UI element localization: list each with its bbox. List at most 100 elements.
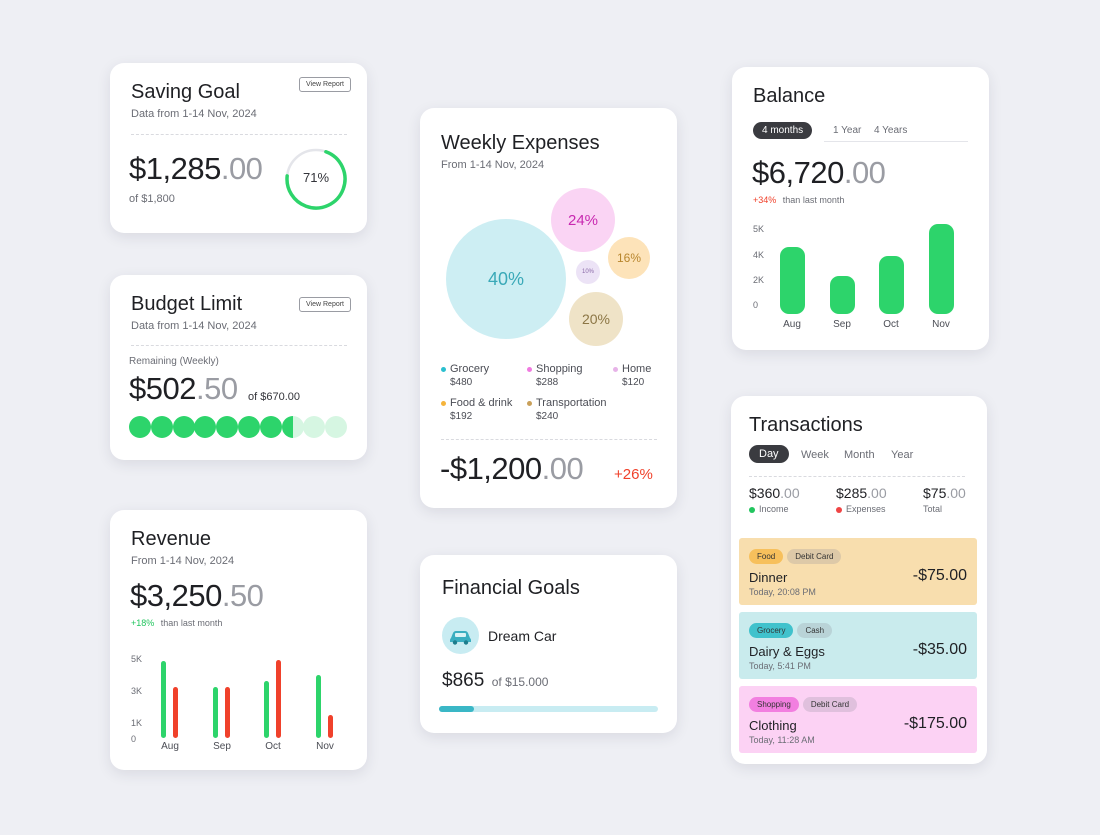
budget-dot [259, 416, 282, 438]
tab-week[interactable]: Week [801, 449, 829, 461]
balance-bar [879, 256, 904, 314]
expense-bubbles: 40% 24% 16% 10% 20% [420, 108, 677, 358]
tab-day[interactable]: Day [749, 445, 789, 463]
transaction-name: Clothing [749, 718, 797, 733]
balance-bar [830, 276, 855, 314]
goal-progress-fill [439, 706, 474, 712]
legend-dot [527, 366, 532, 372]
payment-tag: Debit Card [802, 697, 858, 712]
budget-progress-dots [129, 416, 349, 440]
legend-item: Home $120 [613, 363, 651, 388]
status-dot [836, 506, 842, 513]
legend-name: Shopping [527, 363, 583, 375]
revenue-card: Revenue From 1-14 Nov, 2024 $3,250.50 +1… [110, 510, 367, 770]
legend-item: Transportation $240 [527, 397, 607, 422]
category-tag: Food [749, 549, 784, 564]
saving-goal-subtitle: Data from 1-14 Nov, 2024 [131, 108, 257, 120]
transaction-row[interactable]: Shopping Debit Card Clothing Today, 11:28 A… [739, 686, 977, 753]
budget-dot [325, 416, 348, 438]
transaction-amount: -$75.00 [912, 567, 967, 584]
budget-dot [303, 416, 326, 438]
expense-bubble: 10% [576, 260, 600, 284]
transaction-time: Today, 5:41 PM [749, 661, 811, 671]
revenue-bar-income [316, 675, 321, 738]
balance-bar [929, 224, 954, 314]
expense-legend: Grocery $480 Shopping $288 Home $120 Food & dr… [441, 363, 671, 428]
summary-amount: $285.00 [836, 485, 887, 501]
revenue-y-tick: 0 [131, 734, 137, 744]
tab-month[interactable]: Month [844, 449, 875, 461]
legend-value: $480 [450, 377, 473, 388]
transaction-amount: -$35.00 [912, 641, 967, 658]
expense-bubble-label: 16% [616, 251, 642, 265]
transaction-row[interactable]: Grocery Cash Dairy & Eggs Today, 5:41 PM -$3… [739, 612, 977, 679]
expense-bubble-label: 20% [581, 311, 611, 327]
summary-amount-dec: .00 [946, 485, 966, 501]
revenue-bar-income [161, 661, 166, 738]
summary-label: Total [923, 504, 966, 514]
transactions-title: Transactions [749, 414, 863, 436]
summary-amount-dec: .00 [780, 485, 800, 501]
tab-4-months[interactable]: 4 months [753, 122, 813, 139]
revenue-title: Revenue [131, 528, 212, 550]
transaction-tags: Shopping Debit Card [749, 694, 861, 712]
revenue-chart: 5K 3K 1K 0 Aug Sep Oct Nov [110, 640, 367, 770]
expense-bubble: 20% [569, 292, 623, 346]
budget-dot [150, 416, 173, 438]
revenue-bar-expense [328, 714, 333, 738]
view-report-button[interactable]: View Report [299, 77, 352, 92]
balance-bar [780, 247, 805, 314]
financial-goals-title: Financial Goals [442, 577, 580, 599]
revenue-bar-expense [276, 659, 281, 738]
transaction-time: Today, 20:08 PM [749, 587, 816, 597]
budget-dot [129, 416, 151, 438]
legend-label: Transportation [536, 397, 607, 409]
budget-amount: $502.50 [129, 371, 238, 406]
summary-amount: $75.00 [923, 485, 966, 501]
summary-item: $360.00 Income [749, 485, 800, 514]
revenue-amount: $3,250.50 [130, 578, 264, 613]
weekly-expenses-card: Weekly Expenses From 1-14 Nov, 2024 40% 2… [420, 108, 677, 508]
saving-goal-amount: $1,285.00 [129, 151, 263, 186]
balance-card: Balance 4 months 1 Year 4 Years $6,720.0… [732, 67, 989, 350]
summary-amount-dec: .00 [867, 485, 887, 501]
summary-amount-int: $285 [836, 485, 868, 501]
balance-chart: 5K 4K 2K 0 Aug Sep Oct Nov [732, 217, 989, 342]
summary-label-text: Income [759, 504, 789, 514]
goal-name: Dream Car [488, 628, 557, 644]
summary-label-text: Total [923, 504, 943, 514]
balance-x-label: Nov [932, 319, 950, 330]
budget-limit-title: Budget Limit [131, 293, 243, 315]
goal-amount: $865 of $15.000 [442, 670, 549, 691]
balance-title: Balance [753, 85, 826, 107]
transaction-row[interactable]: Food Debit Card Dinner Today, 20:08 PM -$75.… [739, 538, 977, 605]
tab-1-year[interactable]: 1 Year [833, 125, 862, 136]
weekly-total: -$1,200.00 [440, 451, 584, 486]
transaction-amount: -$175.00 [903, 715, 967, 732]
legend-label: Home [622, 363, 652, 375]
legend-item: Shopping $288 [527, 363, 583, 388]
weekly-change: +26% [614, 466, 653, 483]
summary-label: Income [749, 504, 800, 514]
legend-name: Home [613, 363, 651, 375]
balance-change: +34% than last month [753, 195, 845, 205]
revenue-y-tick: 3K [131, 686, 143, 696]
legend-item: Grocery $480 [441, 363, 489, 388]
financial-goals-card: Financial Goals Dream Car $865 of $15.00… [420, 555, 677, 733]
revenue-bar-income [213, 687, 218, 738]
car-icon [442, 617, 479, 654]
view-report-button[interactable]: View Report [299, 297, 352, 312]
transaction-name: Dairy & Eggs [749, 644, 825, 659]
revenue-subtitle: From 1-14 Nov, 2024 [131, 555, 235, 567]
tab-4-years[interactable]: 4 Years [874, 125, 908, 136]
legend-label: Grocery [450, 363, 490, 375]
tab-year[interactable]: Year [891, 449, 914, 461]
balance-x-label: Oct [883, 319, 899, 330]
balance-x-label: Sep [833, 319, 851, 330]
transaction-time: Today, 11:28 AM [749, 735, 815, 745]
balance-y-tick: 2K [753, 275, 765, 285]
expense-bubble: 24% [551, 188, 615, 252]
revenue-bar-expense [225, 687, 230, 738]
balance-amount: $6,720.00 [752, 155, 886, 190]
legend-dot [441, 400, 446, 406]
